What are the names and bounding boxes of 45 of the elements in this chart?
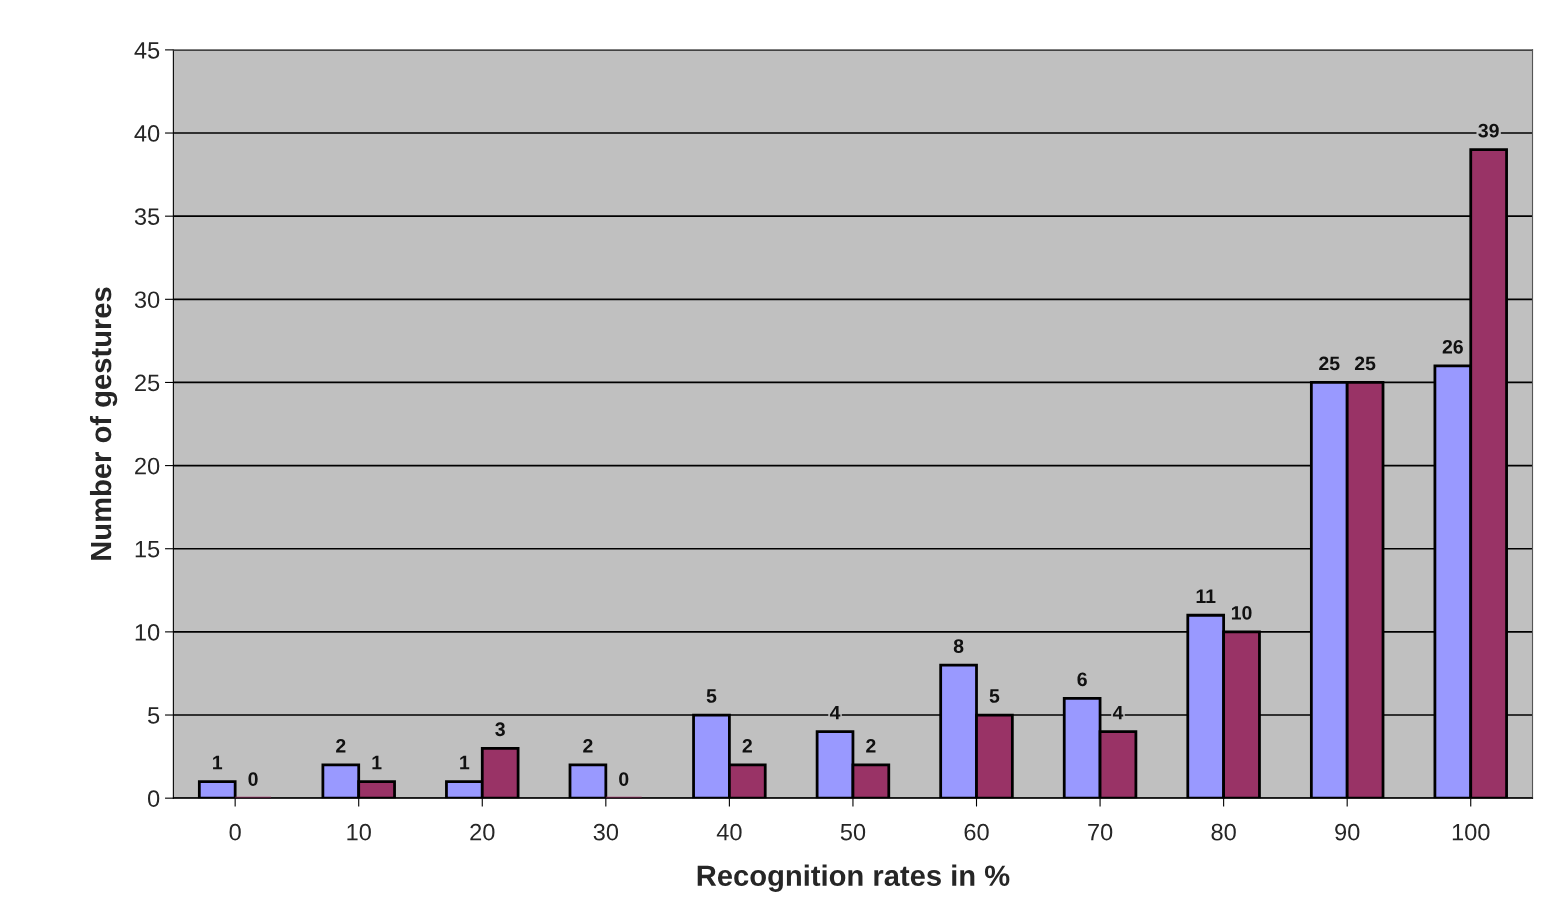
data-label: 25: [1319, 356, 1340, 371]
x-tick-label: 10: [347, 823, 371, 841]
y-axis-title: Number of gestures: [89, 287, 118, 560]
y-tick-label: 35: [134, 208, 160, 225]
x-axis-title: Recognition rates in %: [697, 864, 1010, 892]
y-tick-label: 30: [134, 291, 160, 309]
x-tick-label: 80: [1211, 823, 1236, 841]
data-label: 10: [1231, 605, 1252, 620]
y-tick-label: 45: [134, 42, 160, 59]
x-tick-label: 90: [1335, 823, 1360, 841]
data-label: 6: [1077, 672, 1087, 687]
y-tick-label: 20: [135, 457, 160, 475]
data-label: 4: [1112, 705, 1124, 720]
data-label: 26: [1442, 339, 1463, 354]
data-label: 5: [706, 689, 717, 703]
data-label: 1: [460, 755, 470, 770]
data-label: 2: [742, 738, 752, 753]
y-tick-label: 5: [148, 707, 160, 724]
x-tick-label: 40: [716, 823, 742, 841]
data-label: 1: [372, 755, 382, 770]
data-label: 4: [829, 705, 841, 720]
data-label: 8: [953, 639, 964, 653]
y-tick-label: 25: [135, 374, 160, 392]
data-label: 25: [1354, 356, 1376, 371]
y-tick-label: 40: [134, 125, 160, 142]
data-label: 11: [1196, 589, 1216, 603]
data-label: 1: [213, 755, 223, 770]
x-tick-label: 20: [470, 823, 495, 841]
x-tick-label: 0: [229, 823, 241, 841]
data-label: 2: [583, 738, 593, 753]
data-label: 3: [495, 722, 505, 737]
x-tick-label: 100: [1452, 823, 1490, 841]
data-label: 0: [619, 772, 629, 786]
x-tick-label: 70: [1088, 823, 1113, 841]
x-tick-label: 60: [964, 823, 989, 841]
y-tick-label: 0: [147, 790, 160, 807]
y-tick-label: 10: [135, 623, 160, 641]
data-label: 2: [336, 738, 346, 753]
data-label: 5: [989, 689, 1000, 703]
x-tick-label: 50: [840, 823, 866, 841]
data-label: 2: [866, 738, 876, 753]
y-tick-label: 15: [135, 541, 160, 558]
data-label: 0: [248, 772, 258, 786]
data-label: 39: [1478, 123, 1499, 138]
x-tick-label: 30: [593, 823, 619, 841]
